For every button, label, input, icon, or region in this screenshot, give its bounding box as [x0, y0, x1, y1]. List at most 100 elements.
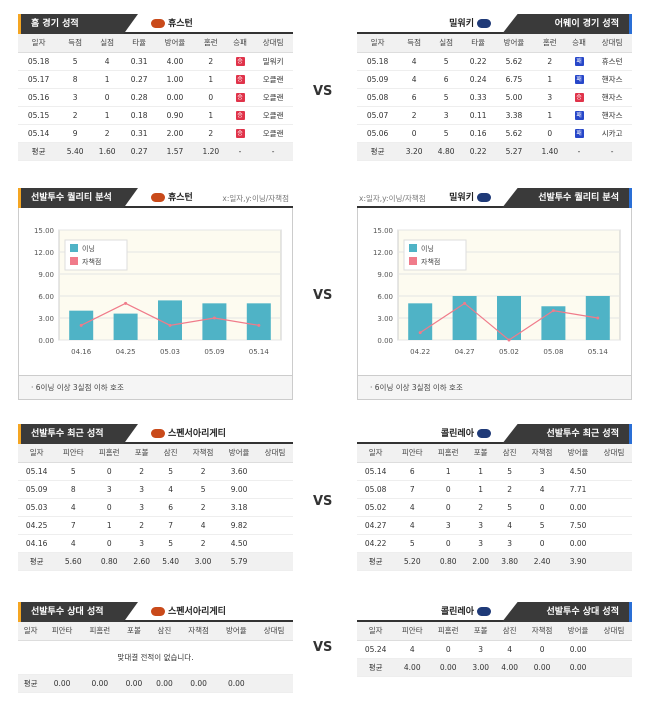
table-row: 05.14 9 2 0.31 2.00 2 승 오클랜: [18, 124, 293, 143]
table-cell: 9.82: [221, 516, 258, 535]
cell-value: 3: [106, 484, 112, 494]
right-pitcher-vs-header: 콜린레아 선발투수 상대 성적: [357, 602, 632, 622]
table-cell: [596, 462, 632, 481]
away-record-panel: 밀워키 어웨이 경기 성적 일자 득점 실점 타율 방어율 홈런 승패 상대팀 05.18 4 5 0…: [357, 14, 632, 161]
table-cell: 3: [495, 534, 525, 553]
table-cell: 3.60: [221, 462, 258, 481]
table-cell: 4: [91, 52, 124, 71]
cell-value: 핸자스: [601, 74, 623, 84]
cell-value: 2.00: [166, 128, 184, 138]
table-row: 05.15 2 1 0.18 0.90 1 승 오클랜: [18, 106, 293, 125]
innings-bar: [408, 303, 433, 340]
table-cell: 3: [524, 462, 561, 481]
table-cell: 3: [430, 106, 463, 125]
column-header: 상대팀: [596, 444, 632, 463]
table-row: 05.14 5 0 2 5 2 3.60: [18, 462, 293, 481]
table-header-row: 일자 득점 실점 타율 방어율 홈런 승패 상대팀: [357, 34, 632, 53]
table-cell: 5: [185, 480, 222, 499]
result-badge: 승: [235, 57, 245, 66]
table-cell: 3: [466, 534, 496, 553]
away-record-tab: 어웨이 경기 성적: [502, 14, 632, 34]
home-quality-note: · 6이닝 이상 3실점 이하 호조: [18, 376, 293, 400]
y-tick-label: 6.00: [38, 293, 54, 301]
away-quality-chart: 0.00 3.00 6.00 9.00 12.00 15.00 04.22 04.27 05.0…: [357, 208, 632, 376]
column-header: 승패: [565, 34, 593, 53]
table-cell: 1: [194, 70, 227, 89]
x-tick-label: 04.27: [455, 348, 475, 356]
table-cell: 5.62: [494, 124, 534, 143]
innings-bar: [158, 300, 182, 340]
table-cell: 1: [533, 106, 566, 125]
cell-value: 0.00: [569, 644, 587, 654]
table-cell: 핸자스: [592, 70, 632, 89]
table-cell: 8: [59, 70, 92, 89]
y-tick-label: 9.00: [38, 271, 54, 279]
average-row: 평균 3.20 4.80 0.22 5.27 1.40- -: [357, 141, 632, 161]
cell-value: 05.03: [25, 502, 48, 512]
cell-value: 5: [507, 502, 513, 512]
table-cell: 패: [565, 52, 593, 71]
table-cell: 승: [565, 88, 593, 107]
table-cell: 2: [185, 534, 222, 553]
axis-note: x:일자,y:이닝/자책점: [222, 194, 289, 203]
table-cell: 4.50: [560, 462, 597, 481]
average-cell: [255, 673, 293, 693]
table-cell: 0: [524, 498, 561, 517]
column-header: 포볼: [127, 444, 157, 463]
away-team-label: 밀워키: [449, 19, 474, 29]
average-cell: 평균: [357, 657, 395, 677]
cell-value: 4: [200, 520, 206, 530]
table-cell: 밀워키: [253, 52, 293, 71]
cell-value: 0: [411, 128, 417, 138]
average-cell: 0.00: [217, 673, 256, 693]
cell-value: 5: [443, 92, 449, 102]
table-cell: 2: [194, 52, 227, 71]
cell-value: 05.09: [366, 74, 389, 84]
table-cell: 0: [524, 640, 561, 659]
average-cell: 5.20: [394, 551, 431, 571]
earned-runs-point: [418, 331, 422, 335]
cell-value: 3.18: [230, 502, 248, 512]
average-cell: 0.00: [80, 673, 119, 693]
cell-value: 7: [409, 484, 415, 494]
cell-value: 7.71: [569, 484, 587, 494]
x-tick-label: 05.14: [588, 348, 609, 356]
average-cell: 4.00: [394, 657, 431, 677]
cell-value: 0: [106, 502, 112, 512]
table-cell: 5: [55, 462, 92, 481]
home-quality-svg: 0.00 3.00 6.00 9.00 12.00 15.00 04.16 04.25 05.0…: [34, 227, 282, 356]
table-cell: 4: [495, 640, 525, 659]
table-cell: 5: [495, 498, 525, 517]
cell-value: 0.31: [130, 128, 148, 138]
away-team-name: 밀워키: [449, 17, 494, 31]
legend-er-label: 자책점: [82, 257, 101, 266]
right-pitcher-label: 콜린레아: [440, 429, 474, 439]
vs-label-3: VS: [313, 494, 333, 509]
astros-logo-icon: [151, 19, 165, 28]
column-header: 일자: [357, 444, 395, 463]
table-cell: 2.00: [155, 124, 195, 143]
left-pitcher-recent-table: 일자 피안타 피홈런 포볼 삼진 자책점 방어율 상대팀 05.14 5 0 2 5 2 3.60 05.09…: [18, 444, 293, 571]
cell-value: 3: [507, 538, 513, 548]
table-row: 04.22 5 0 3 3 0 0.00: [357, 534, 632, 553]
cell-value: 7: [168, 520, 174, 530]
column-header: 실점: [430, 34, 463, 53]
table-row: 04.16 4 0 3 5 2 4.50: [18, 534, 293, 553]
cell-value: 6: [409, 466, 415, 476]
table-cell: 5: [430, 52, 463, 71]
average-cell: 0.00: [560, 657, 597, 677]
column-header: 삼진: [495, 622, 525, 641]
cell-value: 9: [72, 128, 78, 138]
table-cell: 6: [156, 498, 186, 517]
average-cell: 평균: [18, 673, 44, 693]
table-cell: 05.17: [18, 70, 60, 89]
table-cell: 오클랜: [253, 124, 293, 143]
left-pitcher-vs-table: 일자 피안타 피홈런 포볼 삼진 자책점 방어율 상대팀 맞대결 전적이 없습니다. 평균 0.00…: [18, 622, 293, 693]
average-cell: 0.00: [118, 673, 150, 693]
average-cell: 5.79: [221, 551, 258, 571]
table-cell: 0.22: [462, 52, 495, 71]
average-row: 평균 5.20 0.80 2.00 3.80 2.40 3.90: [357, 551, 632, 571]
cell-value: 4.00: [166, 56, 184, 66]
cell-value: 6: [168, 502, 174, 512]
average-row: 평균 5.60 0.80 2.60 5.40 3.00 5.79: [18, 551, 293, 571]
